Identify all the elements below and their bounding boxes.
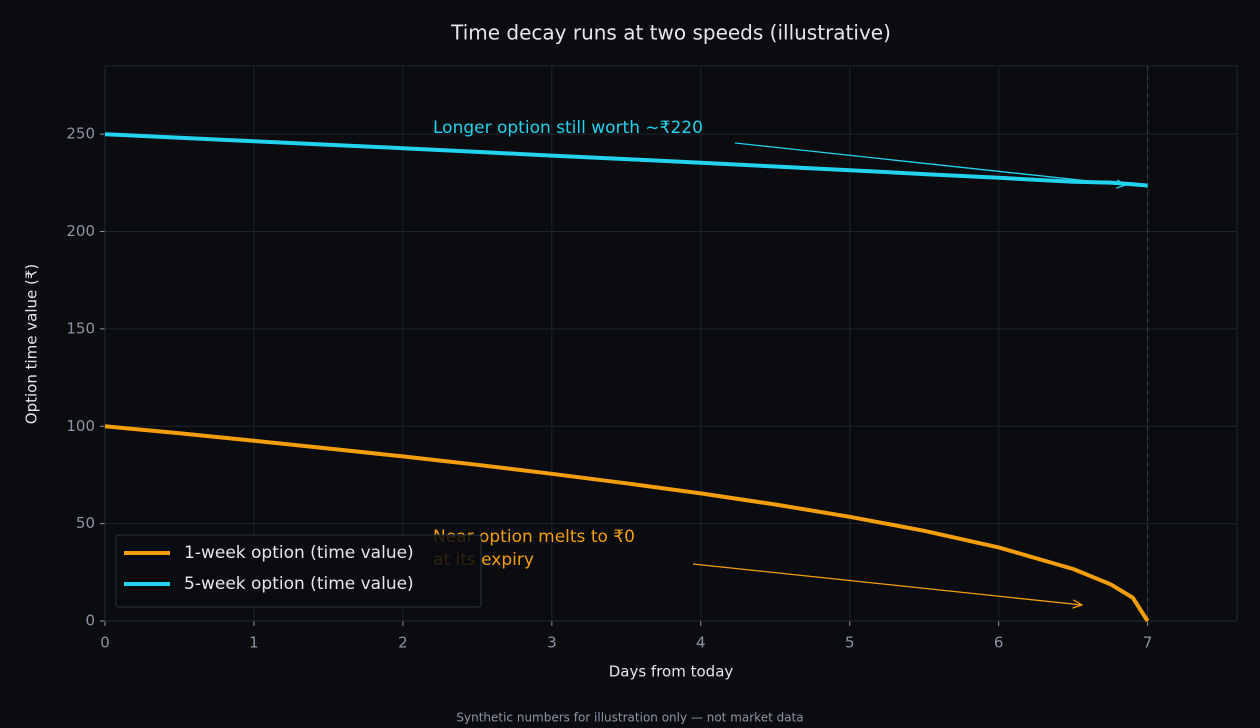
annotation-arrow xyxy=(734,142,1126,185)
y-tick-label: 250 xyxy=(66,125,95,143)
x-axis-label: Days from today xyxy=(609,663,734,681)
series-line xyxy=(104,424,1150,623)
footnote: Synthetic numbers for illustration only … xyxy=(456,711,803,725)
x-tick-label: 2 xyxy=(398,634,408,652)
plot-frame xyxy=(104,65,1238,622)
legend-box xyxy=(115,534,482,608)
legend-label: 5-week option (time value) xyxy=(184,574,414,594)
chart-title: Time decay runs at two speeds (illustrat… xyxy=(450,21,891,45)
x-tick-label: 0 xyxy=(100,634,110,652)
legend: 1-week option (time value) 5-week option … xyxy=(115,534,482,608)
annotation-text: Near option melts to ₹0 xyxy=(433,527,635,547)
x-tick-label: 4 xyxy=(696,634,706,652)
y-tick-label: 100 xyxy=(66,417,95,435)
y-tick-label: 150 xyxy=(66,319,95,337)
x-tick-label: 7 xyxy=(1143,634,1153,652)
annotation-arrow xyxy=(692,563,1082,605)
legend-label: 1-week option (time value) xyxy=(184,543,414,563)
annotation-text: Longer option still worth ~₹220 xyxy=(433,118,703,138)
y-tick-label: 0 xyxy=(85,612,95,630)
x-tick-label: 6 xyxy=(994,634,1004,652)
series-line xyxy=(104,132,1148,188)
y-tick-label: 200 xyxy=(66,222,95,240)
x-tick-label: 5 xyxy=(845,634,855,652)
y-axis-label: Option time value (₹) xyxy=(23,264,41,424)
x-tick-label: 3 xyxy=(547,634,557,652)
y-tick-label: 50 xyxy=(76,514,95,532)
x-tick-label: 1 xyxy=(249,634,259,652)
